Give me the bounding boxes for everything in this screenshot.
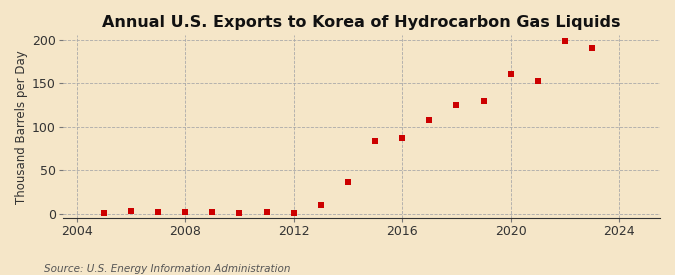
Y-axis label: Thousand Barrels per Day: Thousand Barrels per Day (15, 50, 28, 204)
Text: Source: U.S. Energy Information Administration: Source: U.S. Energy Information Administ… (44, 264, 290, 274)
Point (207, 210, 217, 214)
Point (153, 210, 163, 214)
Point (587, 46, 597, 51)
Point (180, 210, 190, 214)
Point (315, 203, 326, 207)
Point (234, 211, 245, 215)
Point (451, 103, 462, 107)
Point (560, 39, 570, 44)
Point (261, 210, 272, 214)
Title: Annual U.S. Exports to Korea of Hydrocarbon Gas Liquids: Annual U.S. Exports to Korea of Hydrocar… (102, 15, 621, 30)
Point (478, 98, 489, 103)
Point (533, 79, 543, 84)
Point (342, 179, 353, 184)
Point (506, 72, 516, 77)
Point (424, 117, 435, 122)
Point (370, 139, 381, 144)
Point (99, 211, 109, 216)
Point (397, 136, 408, 140)
Point (126, 208, 136, 213)
Point (288, 211, 299, 215)
